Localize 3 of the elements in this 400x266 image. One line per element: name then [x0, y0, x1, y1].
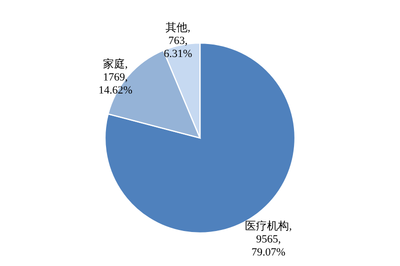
- slice-label: 医疗机构, 9565, 79.07%: [245, 220, 292, 259]
- slice-label: 其他, 763, 6.31%: [164, 21, 192, 60]
- slice-label: 家庭, 1769, 14.62%: [98, 58, 132, 97]
